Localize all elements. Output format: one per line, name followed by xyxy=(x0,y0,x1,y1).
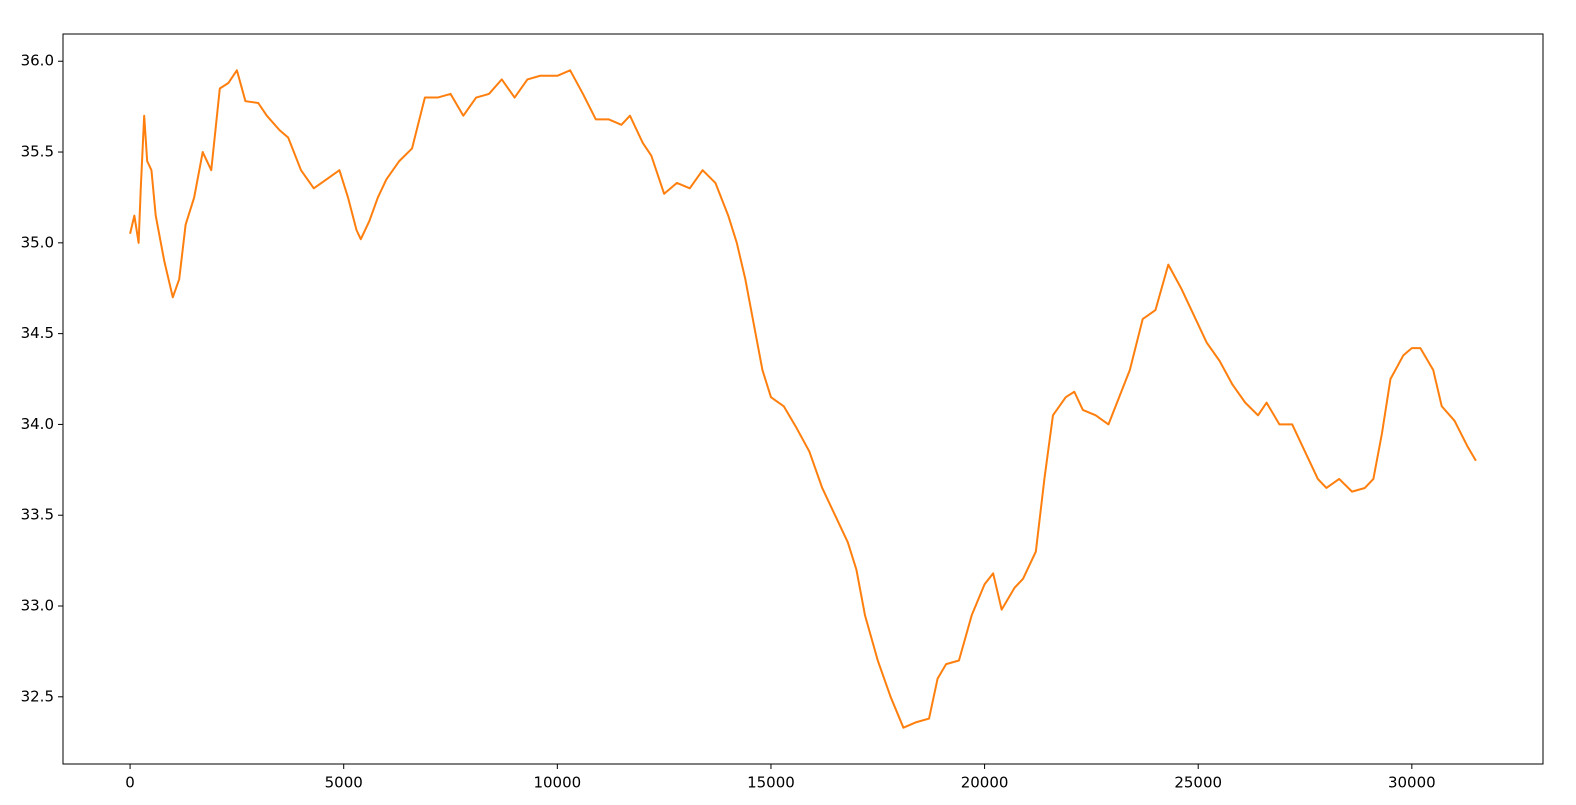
y-tick-label: 32.5 xyxy=(21,687,54,705)
x-tick-label: 25000 xyxy=(1174,774,1222,792)
y-tick-label: 34.5 xyxy=(21,324,54,342)
line-series xyxy=(129,69,1477,729)
y-tick-label: 35.0 xyxy=(21,233,54,251)
y-tick-label: 35.5 xyxy=(21,143,54,161)
x-tick-label: 5000 xyxy=(325,774,363,792)
x-tick-label: 10000 xyxy=(533,774,581,792)
y-tick-label: 36.0 xyxy=(21,52,54,70)
x-tick-label: 0 xyxy=(125,774,135,792)
y-tick-label: 33.0 xyxy=(21,597,54,615)
y-tick-label: 34.0 xyxy=(21,415,54,433)
x-tick-label: 20000 xyxy=(961,774,1009,792)
x-tick-label: 15000 xyxy=(747,774,795,792)
plot-frame xyxy=(62,33,1544,765)
y-tick-label: 33.5 xyxy=(21,506,54,524)
x-tick-label: 30000 xyxy=(1388,774,1436,792)
